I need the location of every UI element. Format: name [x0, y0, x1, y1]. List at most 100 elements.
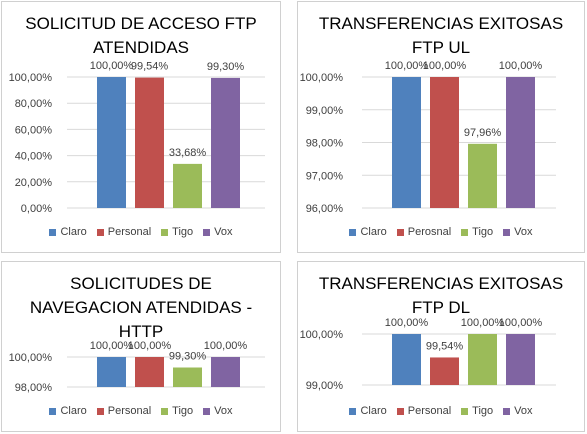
bar-value-label: 100,00% [499, 60, 543, 72]
bar-personal [135, 357, 164, 387]
y-tick-label: 40,00% [15, 151, 53, 163]
bar-value-label: 100,00% [385, 60, 429, 72]
legend-item-personal: Personal [96, 405, 152, 417]
legend-item-claro: Claro [349, 226, 387, 238]
bar-value-label: 99,30% [207, 61, 245, 73]
y-tick-label: 100,00% [300, 329, 344, 341]
legend-swatch [396, 228, 404, 236]
bar-claro [97, 357, 126, 387]
chart-title: TRANSFERENCIAS EXITOSAS FTP DL [318, 274, 564, 317]
bar-claro [392, 334, 421, 385]
chart-panel-transferencias-ftp-ul: TRANSFERENCIAS EXITOSAS FTP UL 96,00% 97,… [297, 1, 585, 253]
legend-label: Tigo [472, 405, 494, 417]
chart-plot: 96,00%97,00%98,00%99,00%100,00%100,00%10… [300, 60, 556, 215]
legend-item-tigo: Tigo [161, 226, 193, 238]
legend-item-personal: Personal [396, 405, 452, 417]
chart-panel-solicitudes-navegacion-http: SOLICITUDES DE NAVEGACION ATENDIDAS - HT… [1, 261, 281, 432]
legend-label: Perosnal [407, 226, 452, 238]
chart-legend: Claro Personal Tigo Vox [2, 226, 280, 238]
bar-perosnal [430, 77, 459, 208]
chart-legend: Claro Personal Tigo Vox [2, 405, 280, 417]
chart-title: SOLICITUDES DE NAVEGACION ATENDIDAS - HT… [29, 274, 253, 341]
bar-value-label: 100,00% [90, 340, 134, 352]
bar-value-label: 99,54% [131, 61, 169, 73]
legend-label: Claro [360, 405, 387, 417]
y-tick-label: 0,00% [21, 203, 52, 215]
legend-label: Claro [60, 226, 87, 238]
legend-label: Vox [514, 405, 533, 417]
bar-vox [506, 77, 535, 208]
bar-vox [211, 77, 240, 209]
legend-swatch [96, 228, 104, 236]
y-tick-label: 60,00% [15, 124, 53, 136]
bar-value-label: 100,00% [385, 317, 429, 329]
legend-item-perosnal: Perosnal [396, 226, 452, 238]
bar-tigo [173, 367, 202, 387]
bar-personal [430, 357, 459, 385]
bar-value-label: 99,30% [169, 351, 207, 363]
legend-item-tigo: Tigo [461, 226, 493, 238]
legend-label: Personal [407, 405, 452, 417]
y-tick-label: 100,00% [300, 72, 344, 84]
bar-value-label: 100,00% [461, 317, 505, 329]
legend-swatch [161, 407, 169, 415]
y-tick-label: 100,00% [9, 352, 53, 364]
chart-legend: Claro Personal Tigo Vox [298, 405, 584, 417]
legend-label: Claro [360, 226, 387, 238]
legend-swatch [396, 407, 404, 415]
chart-panel-solicitud-acceso-ftp: SOLICITUD DE ACCESO FTP ATENDIDAS 0,00% 2… [1, 1, 281, 253]
chart-title: SOLICITUD DE ACCESO FTP ATENDIDAS [25, 14, 257, 57]
bar-value-label: 100,00% [128, 340, 172, 352]
y-tick-label: 100,00% [9, 72, 53, 84]
legend-item-tigo: Tigo [461, 405, 493, 417]
legend-item-vox: Vox [503, 226, 533, 238]
legend-label: Vox [214, 226, 233, 238]
y-tick-label: 99,00% [306, 105, 344, 117]
legend-item-tigo: Tigo [161, 405, 193, 417]
bar-vox [211, 357, 240, 387]
legend-swatch [49, 407, 57, 415]
legend-item-vox: Vox [503, 405, 533, 417]
legend-swatch [461, 407, 469, 415]
legend-label: Tigo [472, 226, 494, 238]
legend-label: Claro [60, 405, 87, 417]
chart-plot: 99,00%100,00%100,00%99,54%100,00%100,00% [300, 317, 556, 392]
bar-tigo [468, 143, 497, 208]
bar-value-label: 33,68% [169, 147, 207, 159]
legend-swatch [203, 228, 211, 236]
legend-item-claro: Claro [349, 405, 387, 417]
y-tick-label: 97,00% [306, 170, 344, 182]
legend-swatch [349, 407, 357, 415]
legend-label: Vox [514, 226, 533, 238]
legend-swatch [503, 228, 511, 236]
legend-item-claro: Claro [49, 226, 87, 238]
chart-legend: Claro Perosnal Tigo Vox [298, 226, 584, 238]
legend-swatch [203, 407, 211, 415]
legend-item-claro: Claro [49, 405, 87, 417]
legend-swatch [161, 228, 169, 236]
legend-label: Personal [107, 226, 152, 238]
legend-label: Personal [107, 405, 152, 417]
legend-label: Tigo [172, 405, 194, 417]
bar-value-label: 100,00% [423, 60, 467, 72]
chart-plot: 0,00% 20,00% 40,00% 60,00% 80,00% 100,00% 100,… [9, 60, 265, 215]
y-tick-label: 20,00% [15, 177, 53, 189]
legend-swatch [96, 407, 104, 415]
bar-value-label: 99,54% [426, 340, 464, 352]
y-tick-label: 80,00% [15, 98, 53, 110]
bar-value-label: 100,00% [90, 60, 134, 72]
bar-value-label: 100,00% [204, 340, 248, 352]
chart-panel-transferencias-ftp-dl: TRANSFERENCIAS EXITOSAS FTP DL 99,00% 100… [297, 261, 585, 432]
legend-item-personal: Personal [96, 226, 152, 238]
bar-personal [135, 77, 164, 208]
legend-swatch [461, 228, 469, 236]
legend-swatch [349, 228, 357, 236]
chart-title: TRANSFERENCIAS EXITOSAS FTP UL [318, 14, 564, 57]
legend-swatch [49, 228, 57, 236]
bar-vox [506, 334, 535, 385]
bar-value-label: 97,96% [464, 127, 502, 139]
y-tick-label: 96,00% [306, 203, 344, 215]
bar-claro [392, 77, 421, 208]
y-tick-label: 98,00% [15, 382, 53, 394]
legend-item-vox: Vox [203, 226, 233, 238]
